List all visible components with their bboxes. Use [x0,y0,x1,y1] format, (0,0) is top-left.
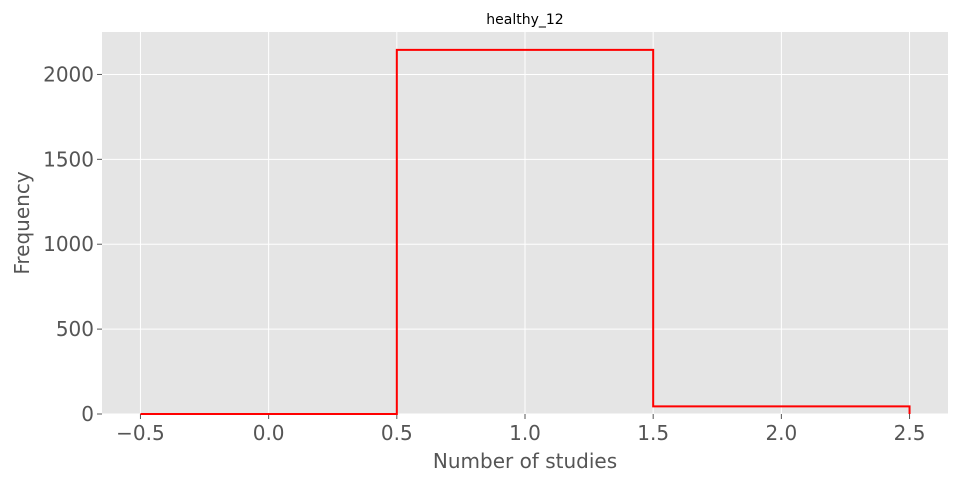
x-tick-label: 0.0 [253,421,285,445]
x-tick-label: 1.5 [637,421,669,445]
histogram-step-line [140,48,911,415]
x-tick-label: 2.5 [894,421,926,445]
y-tick-label: 1000 [43,232,94,256]
y-axis-label: Frequency [10,171,34,274]
x-tick-label: 2.0 [765,421,797,445]
y-tick-label: 500 [56,317,94,341]
chart-title: healthy_12 [486,12,563,28]
x-tick-label: −0.5 [116,421,165,445]
x-axis-label: Number of studies [433,449,617,473]
axis-ticks: −0.5 0.0 0.5 1.0 1.5 2.0 2.5 0 500 1000 1500 2000 [43,62,925,445]
x-tick-label: 1.0 [509,421,541,445]
y-tick-label: 1500 [43,147,94,171]
x-tick-label: 0.5 [381,421,413,445]
y-tick-label: 2000 [43,62,94,86]
y-tick-label: 0 [81,402,94,426]
